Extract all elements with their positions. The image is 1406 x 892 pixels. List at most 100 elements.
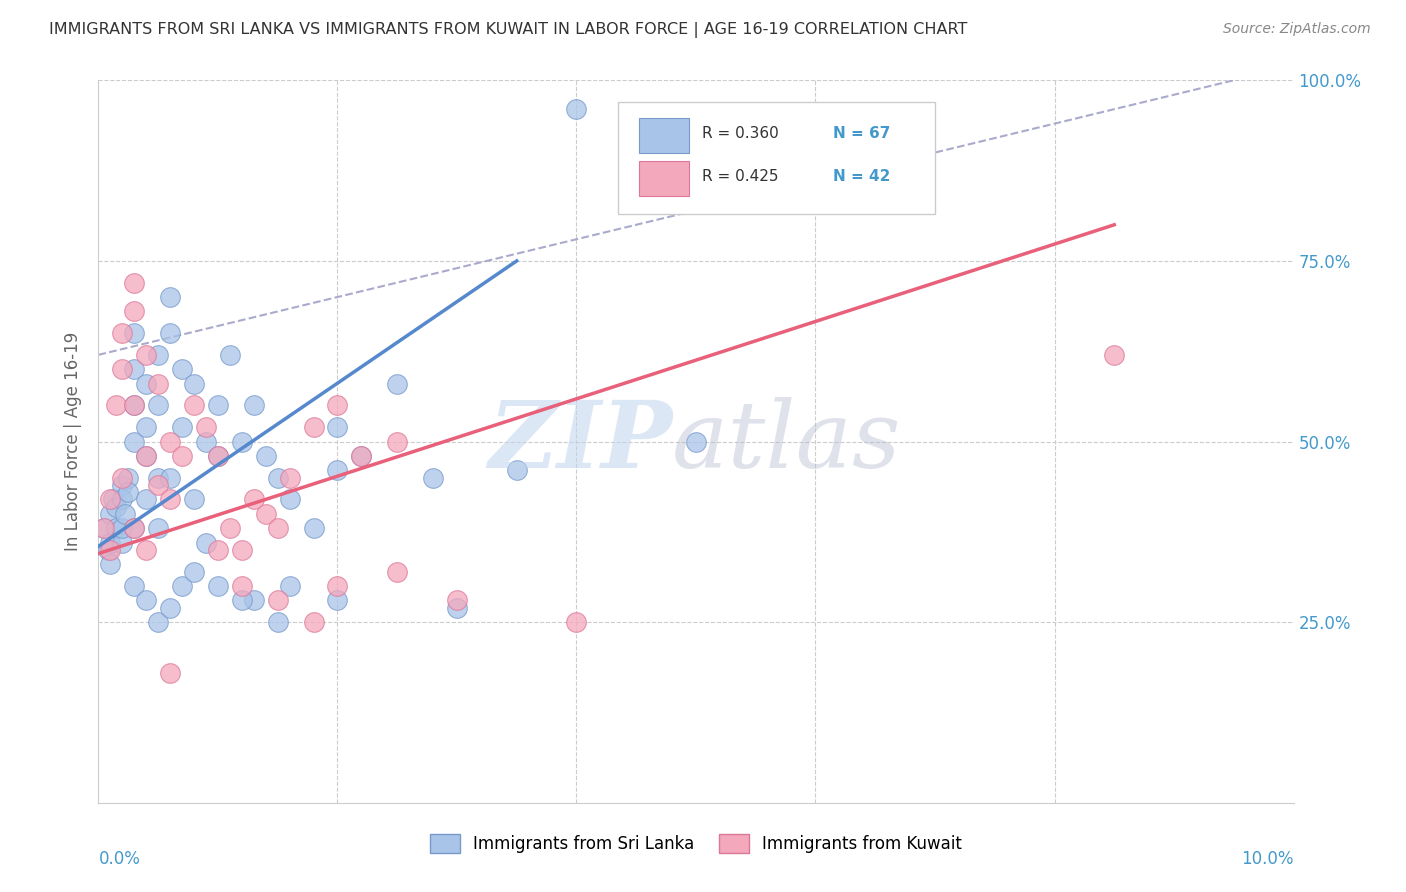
- Point: [98, 542, 122, 557]
- Point: [302, 615, 325, 630]
- Point: [111, 535, 134, 549]
- Point: [117, 485, 139, 500]
- Point: [124, 276, 146, 290]
- Text: N = 42: N = 42: [834, 169, 891, 184]
- Text: R = 0.360: R = 0.360: [702, 126, 779, 141]
- Point: [195, 535, 218, 549]
- Point: [195, 420, 218, 434]
- Point: [98, 507, 122, 521]
- Point: [172, 579, 194, 593]
- Point: [111, 326, 134, 340]
- Text: atlas: atlas: [672, 397, 901, 486]
- Point: [685, 434, 707, 449]
- Point: [326, 593, 349, 607]
- Point: [135, 593, 157, 607]
- Point: [111, 470, 134, 484]
- Point: [254, 449, 277, 463]
- Point: [385, 376, 409, 391]
- Point: [148, 470, 170, 484]
- Point: [148, 348, 170, 362]
- Point: [302, 521, 325, 535]
- Point: [207, 579, 229, 593]
- Point: [159, 492, 181, 507]
- Point: [183, 398, 205, 412]
- Point: [350, 449, 373, 463]
- Point: [231, 542, 253, 557]
- Text: N = 67: N = 67: [834, 126, 891, 141]
- Point: [159, 600, 181, 615]
- Point: [565, 615, 588, 630]
- Point: [326, 420, 349, 434]
- Point: [231, 579, 253, 593]
- Point: [1104, 348, 1126, 362]
- Point: [148, 521, 170, 535]
- FancyBboxPatch shape: [619, 102, 935, 214]
- Point: [243, 398, 266, 412]
- Point: [207, 449, 229, 463]
- Point: [183, 565, 205, 579]
- Point: [98, 558, 122, 572]
- Point: [159, 326, 181, 340]
- Point: [114, 507, 136, 521]
- Point: [350, 449, 373, 463]
- Point: [207, 542, 229, 557]
- Point: [97, 542, 120, 557]
- Point: [135, 420, 157, 434]
- Point: [135, 542, 157, 557]
- Point: [159, 470, 181, 484]
- Point: [93, 521, 115, 535]
- Point: [124, 362, 146, 376]
- Point: [267, 615, 290, 630]
- Point: [111, 521, 134, 535]
- Point: [278, 492, 301, 507]
- Point: [267, 521, 290, 535]
- Point: [446, 600, 468, 615]
- Point: [124, 434, 146, 449]
- Point: [159, 290, 181, 304]
- Point: [326, 579, 349, 593]
- Point: [183, 376, 205, 391]
- Point: [124, 326, 146, 340]
- Point: [267, 470, 290, 484]
- Point: [278, 579, 301, 593]
- Point: [172, 449, 194, 463]
- Point: [207, 398, 229, 412]
- Point: [172, 420, 194, 434]
- Point: [278, 470, 301, 484]
- Point: [326, 463, 349, 477]
- Text: ZIP: ZIP: [488, 397, 672, 486]
- Point: [326, 398, 349, 412]
- Point: [446, 593, 468, 607]
- Text: R = 0.425: R = 0.425: [702, 169, 779, 184]
- Point: [207, 449, 229, 463]
- Point: [231, 593, 253, 607]
- Point: [254, 507, 277, 521]
- Point: [98, 535, 122, 549]
- Point: [183, 492, 205, 507]
- Point: [117, 470, 139, 484]
- Point: [148, 398, 170, 412]
- Point: [124, 579, 146, 593]
- Point: [148, 478, 170, 492]
- Point: [124, 398, 146, 412]
- Y-axis label: In Labor Force | Age 16-19: In Labor Force | Age 16-19: [63, 332, 82, 551]
- Point: [98, 492, 122, 507]
- Point: [105, 398, 128, 412]
- Point: [159, 434, 181, 449]
- Point: [385, 434, 409, 449]
- Point: [93, 521, 115, 535]
- Point: [148, 615, 170, 630]
- Point: [135, 376, 157, 391]
- Point: [302, 420, 325, 434]
- Bar: [638, 161, 689, 196]
- Point: [385, 565, 409, 579]
- Point: [124, 521, 146, 535]
- Point: [111, 362, 134, 376]
- Point: [105, 500, 128, 514]
- Point: [243, 593, 266, 607]
- Point: [101, 492, 124, 507]
- Point: [243, 492, 266, 507]
- Text: IMMIGRANTS FROM SRI LANKA VS IMMIGRANTS FROM KUWAIT IN LABOR FORCE | AGE 16-19 C: IMMIGRANTS FROM SRI LANKA VS IMMIGRANTS …: [49, 22, 967, 38]
- Point: [159, 665, 181, 680]
- Point: [422, 470, 444, 484]
